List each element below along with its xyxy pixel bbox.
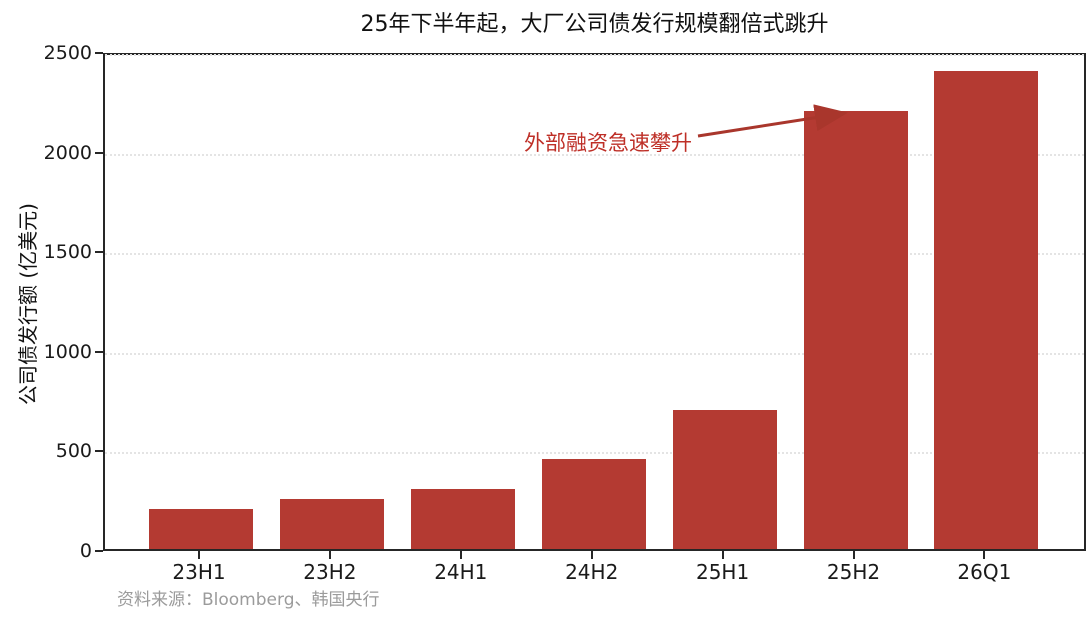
x-tick-mark <box>721 551 724 559</box>
bar-25H1 <box>672 409 777 549</box>
chart-title: 25年下半年起，大厂公司债发行规模翻倍式跳升 <box>360 12 829 37</box>
x-tick-label: 25H1 <box>695 560 750 584</box>
y-tick-mark <box>95 450 103 453</box>
y-tick-label: 0 <box>79 540 92 562</box>
annotation-arrow-icon <box>697 104 848 138</box>
y-tick-label: 2500 <box>43 42 92 64</box>
x-tick-mark <box>459 551 462 559</box>
x-tick-mark <box>983 551 986 559</box>
gridline-500 <box>105 452 1084 455</box>
y-tick-mark <box>95 151 103 154</box>
y-tick-label: 500 <box>55 440 92 463</box>
y-tick-mark <box>95 350 103 353</box>
x-tick-mark <box>590 551 593 559</box>
bar-23H2 <box>279 499 384 549</box>
y-tick-mark <box>95 550 103 552</box>
y-tick-mark <box>95 251 103 254</box>
bar-25H2 <box>803 110 908 549</box>
x-tick-label: 24H2 <box>565 560 619 584</box>
x-tick-mark <box>852 551 855 559</box>
gridline-2500 <box>105 54 1084 56</box>
bar-23H1 <box>149 509 253 549</box>
x-tick-label: 23H2 <box>303 560 357 584</box>
y-tick-label: 2000 <box>43 141 92 164</box>
y-axis-label: 公司债发行额 (亿美元) <box>16 203 40 405</box>
y-tick-label: 1500 <box>43 241 92 264</box>
x-tick-mark <box>328 551 331 559</box>
y-tick-mark <box>95 52 103 54</box>
bar-24H1 <box>410 489 515 549</box>
gridline-2000 <box>105 153 1084 156</box>
y-tick-label: 1000 <box>43 340 92 363</box>
annotation-label: 外部融资急速攀升 <box>524 131 692 155</box>
x-tick-label: 24H1 <box>434 560 488 584</box>
x-tick-mark <box>198 551 200 559</box>
bar-26Q1 <box>934 70 1039 549</box>
plot-area <box>103 53 1086 551</box>
x-tick-label: 25H2 <box>826 560 881 584</box>
x-tick-label: 23H1 <box>172 560 226 584</box>
gridline-1500 <box>105 253 1084 256</box>
x-tick-label: 26Q1 <box>957 560 1012 584</box>
source-note: 资料来源：Bloomberg、韩国央行 <box>117 590 380 610</box>
gridline-1000 <box>105 352 1084 355</box>
bar-24H2 <box>541 459 646 549</box>
